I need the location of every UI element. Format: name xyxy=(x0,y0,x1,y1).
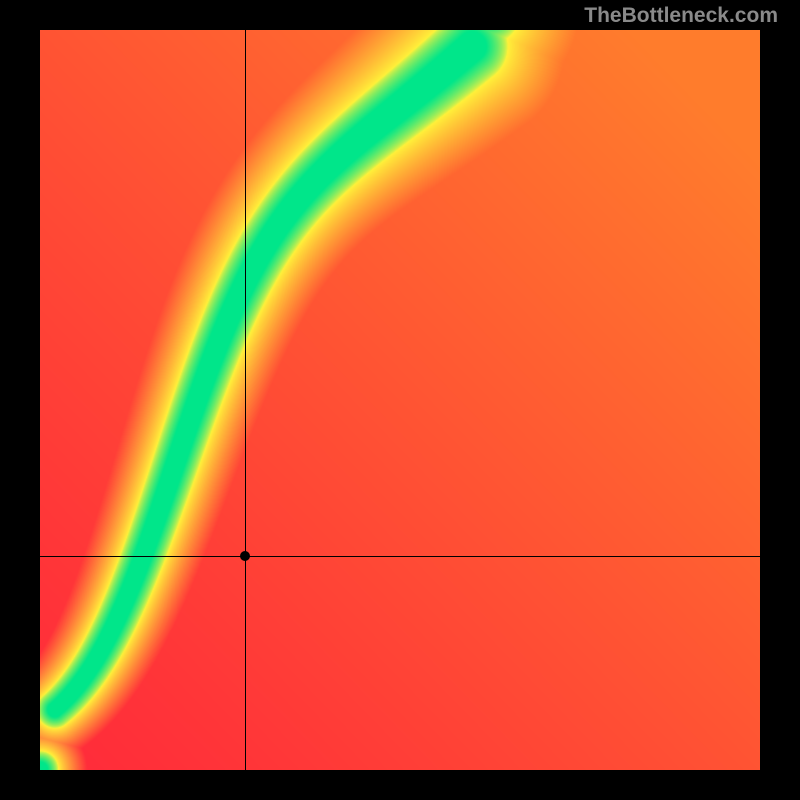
crosshair-vertical xyxy=(245,30,246,770)
heatmap-canvas xyxy=(40,30,760,770)
plot-area xyxy=(40,30,760,770)
crosshair-horizontal xyxy=(40,556,760,557)
marker-dot xyxy=(240,551,250,561)
watermark-text: TheBottleneck.com xyxy=(584,4,778,28)
